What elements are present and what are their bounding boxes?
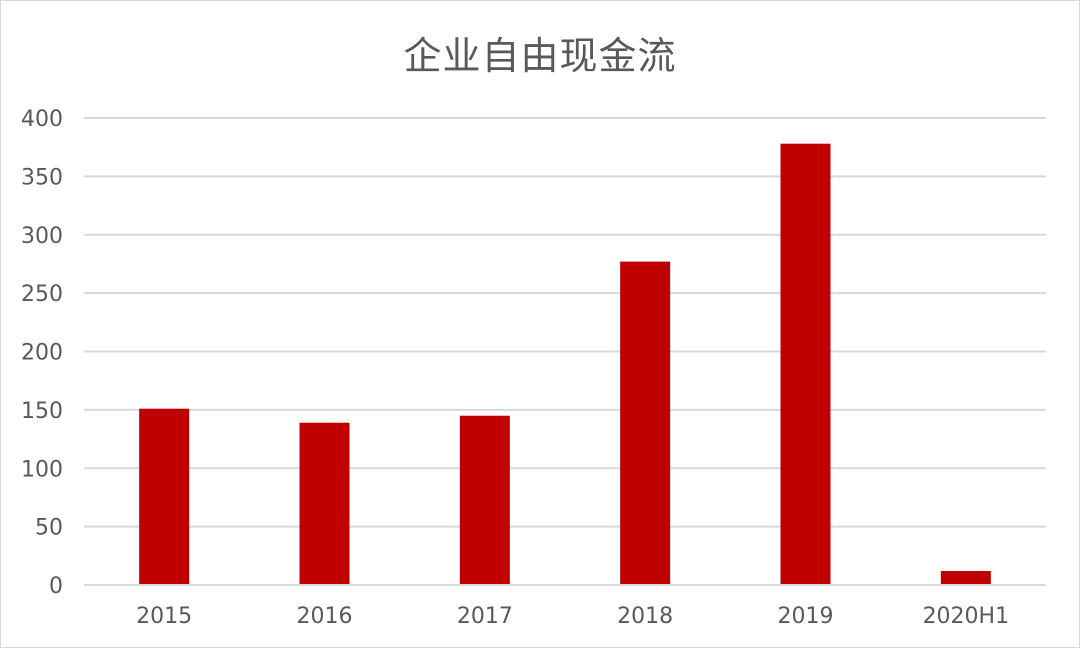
gridlines <box>84 117 1046 528</box>
y-tick-label: 350 <box>21 165 63 190</box>
x-tick-label: 2019 <box>778 604 834 629</box>
y-tick-label: 100 <box>21 457 63 482</box>
bar-2015 <box>139 408 190 585</box>
bar-2017 <box>459 415 510 585</box>
x-tick-label: 2015 <box>136 604 192 629</box>
y-tick-label: 200 <box>21 341 63 366</box>
bar-2018 <box>620 261 671 585</box>
x-axis-ticks: 2015 2016 2017 2018 2019 2020H1 <box>136 604 1009 629</box>
y-tick-label: 250 <box>21 282 63 307</box>
y-axis-ticks: 0 50 100 150 200 250 300 350 400 <box>21 107 63 599</box>
x-tick-label: 2016 <box>297 604 353 629</box>
bars <box>139 143 991 585</box>
y-tick-label: 50 <box>35 516 63 541</box>
x-tick-label: 2020H1 <box>923 604 1010 629</box>
y-tick-label: 300 <box>21 224 63 249</box>
bar-2019 <box>780 143 831 585</box>
bar-2016 <box>299 422 350 585</box>
chart-title: 企业自由现金流 <box>403 34 677 78</box>
x-tick-label: 2018 <box>617 604 673 629</box>
y-tick-label: 400 <box>21 107 63 132</box>
bar-2020H1 <box>940 570 991 585</box>
x-tick-label: 2017 <box>457 604 513 629</box>
y-tick-label: 150 <box>21 399 63 424</box>
y-tick-label: 0 <box>49 574 63 599</box>
